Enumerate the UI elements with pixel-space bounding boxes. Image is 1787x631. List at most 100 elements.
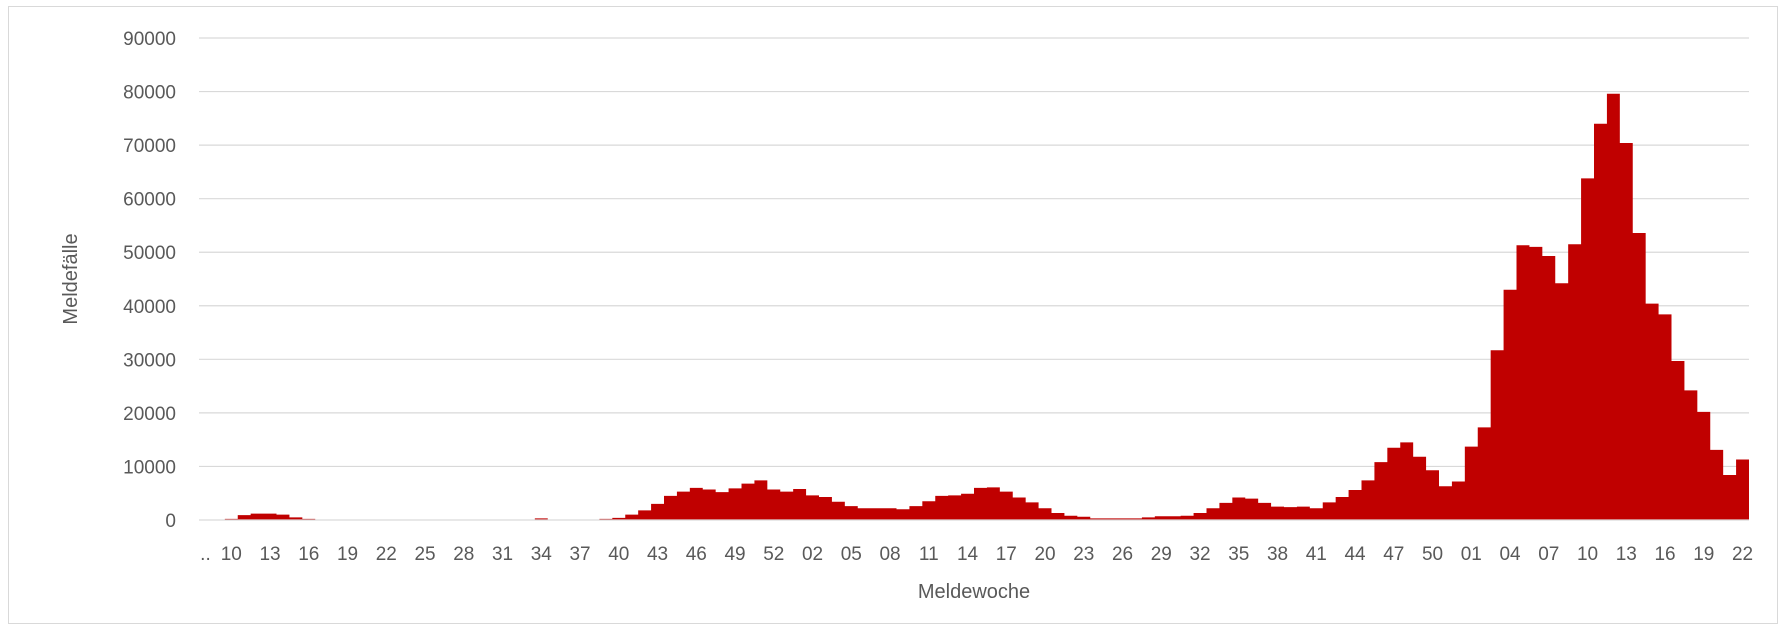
bar <box>612 518 625 520</box>
bar <box>1000 492 1013 520</box>
x-tick-label: 10 <box>1577 544 1598 565</box>
bar <box>483 519 496 520</box>
bar <box>328 519 341 520</box>
x-tick-label: 04 <box>1499 544 1521 565</box>
bar <box>1607 94 1620 520</box>
x-tick-label: 20 <box>1034 544 1055 565</box>
bar <box>884 508 897 520</box>
bar <box>277 515 290 520</box>
bar <box>1168 516 1181 520</box>
bar <box>1413 457 1426 520</box>
x-tick-label: 22 <box>376 544 397 565</box>
bar <box>289 517 302 520</box>
bar <box>1723 475 1736 520</box>
x-tick-label: 16 <box>298 544 319 565</box>
bar <box>1219 503 1232 520</box>
bar <box>432 519 445 520</box>
x-tick-label: 13 <box>259 544 280 565</box>
x-tick-label: 34 <box>531 544 553 565</box>
bar <box>677 492 690 520</box>
bar <box>1155 516 1168 520</box>
bar <box>1181 516 1194 520</box>
y-tick-label: 30000 <box>123 350 176 371</box>
bar <box>651 504 664 520</box>
x-tick-label: 22 <box>1732 544 1753 565</box>
bar <box>1064 516 1077 520</box>
bar <box>742 484 755 520</box>
x-tick-label: 44 <box>1344 544 1366 565</box>
bar <box>819 497 832 520</box>
bar <box>832 502 845 520</box>
bar <box>509 519 522 520</box>
bar <box>574 519 587 520</box>
bar <box>1374 462 1387 520</box>
x-tick-label: 37 <box>569 544 590 565</box>
bar <box>535 518 548 520</box>
bar <box>1400 442 1413 520</box>
bar <box>1542 256 1555 520</box>
bar <box>212 519 225 520</box>
bar <box>1697 412 1710 520</box>
bar <box>1245 499 1258 520</box>
bar <box>1633 233 1646 520</box>
bar <box>1710 450 1723 520</box>
bar <box>444 519 457 520</box>
bar <box>302 519 315 520</box>
bar <box>625 515 638 520</box>
bar <box>1672 361 1685 520</box>
bar <box>690 488 703 520</box>
bar <box>1039 508 1052 520</box>
y-axis-title: Meldefälle <box>60 233 82 324</box>
x-tick-label: 16 <box>1654 544 1675 565</box>
bar <box>1659 314 1672 520</box>
bar <box>1052 513 1065 520</box>
x-tick-label: 02 <box>802 544 823 565</box>
x-tick-label: 05 <box>841 544 862 565</box>
bar <box>1439 486 1452 520</box>
bar <box>935 496 948 520</box>
bar <box>470 519 483 520</box>
bar <box>1491 350 1504 520</box>
bar <box>1207 508 1220 520</box>
y-tick-label: 90000 <box>123 29 176 50</box>
bar <box>909 506 922 520</box>
x-tick-label: 01 <box>1461 544 1482 565</box>
y-tick-label: 70000 <box>123 136 176 157</box>
bar <box>1194 513 1207 520</box>
x-tick-label: 11 <box>919 544 939 565</box>
bar <box>1594 124 1607 520</box>
x-tick-label: .. <box>200 544 211 565</box>
bar <box>922 501 935 520</box>
bar <box>315 519 328 520</box>
bar <box>561 519 574 520</box>
bar <box>1142 517 1155 520</box>
x-tick-label: 49 <box>724 544 745 565</box>
bar <box>1478 427 1491 520</box>
bar <box>754 480 767 520</box>
bar <box>974 488 987 520</box>
bar <box>599 519 612 520</box>
bar <box>767 489 780 520</box>
bar <box>367 519 380 520</box>
x-tick-label: 46 <box>686 544 707 565</box>
bar <box>664 496 677 520</box>
bar <box>393 519 406 520</box>
bar <box>948 495 961 520</box>
bar <box>1426 470 1439 520</box>
x-tick-labels: .. 10 13 16 19 22 25 28 31 34 37 40 43 46 49 52 02 05 08 11… <box>200 544 1753 565</box>
bar <box>419 519 432 520</box>
bar <box>987 487 1000 520</box>
bar <box>1297 507 1310 520</box>
bar <box>341 519 354 520</box>
bar <box>1465 447 1478 520</box>
x-tick-label: 31 <box>492 544 513 565</box>
x-tick-label: 19 <box>1693 544 1714 565</box>
x-tick-label: 19 <box>337 544 358 565</box>
bar <box>1116 518 1129 520</box>
bar <box>1103 518 1116 520</box>
bar <box>897 509 910 520</box>
x-tick-label: 13 <box>1616 544 1637 565</box>
bar <box>1310 508 1323 520</box>
bar <box>1684 390 1697 520</box>
